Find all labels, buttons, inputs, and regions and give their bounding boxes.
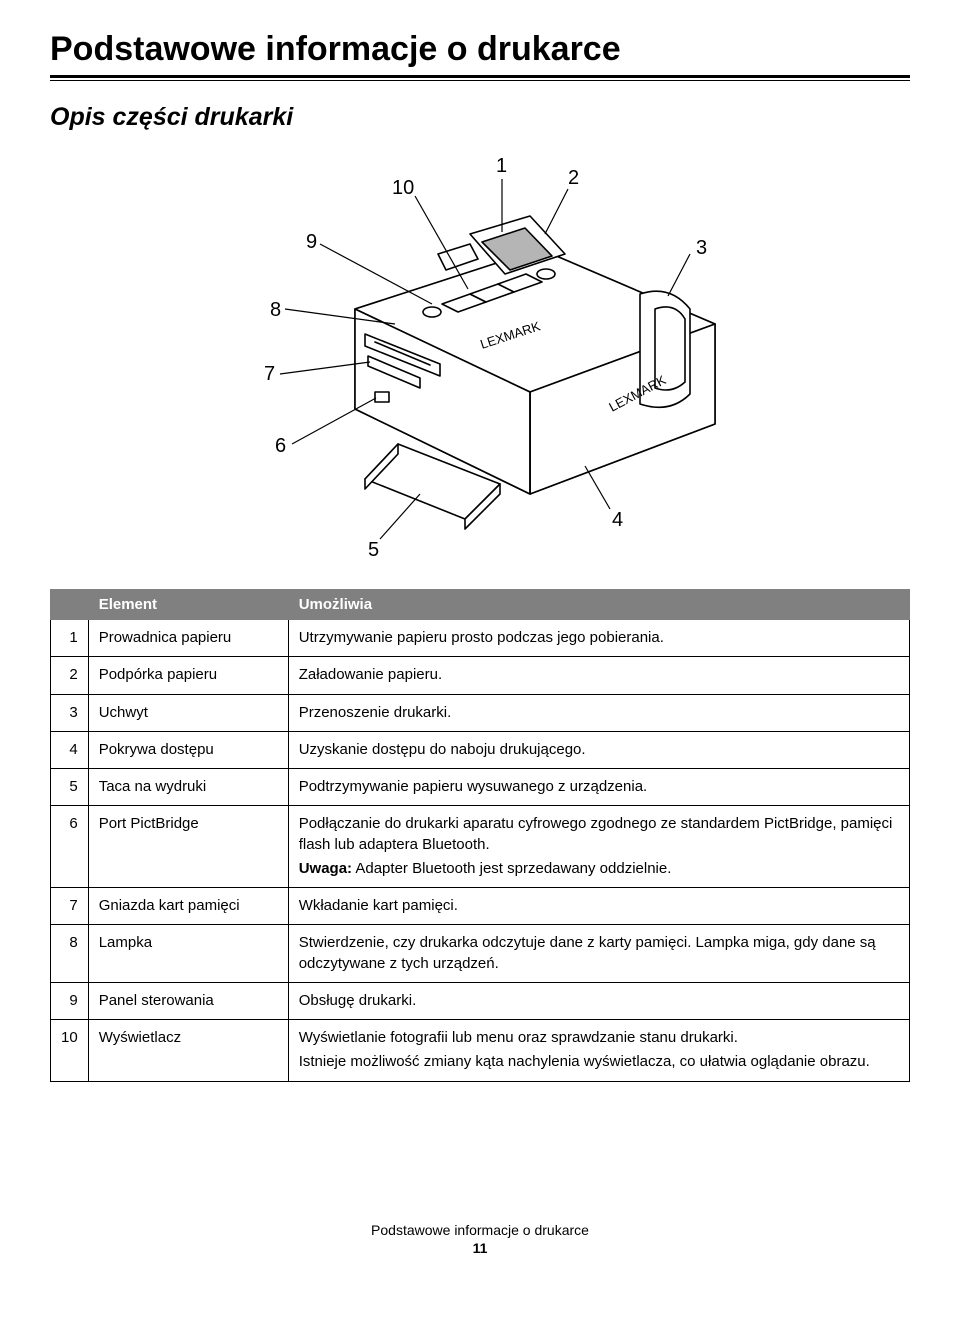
page-number: 11 [50, 1240, 910, 1256]
printer-diagram: LEXMARK LEXMARK [50, 144, 910, 569]
table-row: 4Pokrywa dostępuUzyskanie dostępu do nab… [51, 731, 910, 768]
row-description: Wkładanie kart pamięci. [288, 888, 909, 925]
callout-7: 7 [264, 363, 275, 385]
row-description: Obsługę drukarki. [288, 982, 909, 1019]
page-footer: Podstawowe informacje o drukarce 11 [50, 1222, 910, 1256]
table-row: 10WyświetlaczWyświetlanie fotografii lub… [51, 1020, 910, 1082]
table-row: 5Taca na wydrukiPodtrzymywanie papieru w… [51, 769, 910, 806]
title-underline [50, 75, 910, 81]
callout-6: 6 [275, 435, 286, 457]
callout-3: 3 [696, 237, 707, 259]
row-element: Lampka [88, 925, 288, 983]
row-number: 8 [51, 925, 89, 983]
row-description: Uzyskanie dostępu do naboju drukującego. [288, 731, 909, 768]
section-heading: Opis części drukarki [50, 103, 910, 132]
row-number: 10 [51, 1020, 89, 1082]
footer-text: Podstawowe informacje o drukarce [50, 1222, 910, 1238]
row-element: Podpórka papieru [88, 657, 288, 694]
row-element: Taca na wydruki [88, 769, 288, 806]
row-element: Pokrywa dostępu [88, 731, 288, 768]
row-element: Panel sterowania [88, 982, 288, 1019]
row-description: Załadowanie papieru. [288, 657, 909, 694]
callout-10: 10 [392, 177, 414, 199]
col-header-num [51, 590, 89, 620]
row-description: Podtrzymywanie papieru wysuwanego z urzą… [288, 769, 909, 806]
callout-4: 4 [612, 509, 623, 531]
callout-2: 2 [568, 167, 579, 189]
parts-table: Element Umożliwia 1Prowadnica papieruUtr… [50, 589, 910, 1082]
row-element: Gniazda kart pamięci [88, 888, 288, 925]
col-header-element: Element [88, 590, 288, 620]
callout-5: 5 [368, 539, 379, 561]
table-row: 3UchwytPrzenoszenie drukarki. [51, 694, 910, 731]
table-row: 9Panel sterowaniaObsługę drukarki. [51, 982, 910, 1019]
row-element: Uchwyt [88, 694, 288, 731]
row-element: Port PictBridge [88, 806, 288, 888]
callout-9: 9 [306, 231, 317, 253]
row-number: 2 [51, 657, 89, 694]
callout-8: 8 [270, 299, 281, 321]
col-header-desc: Umożliwia [288, 590, 909, 620]
row-description: Utrzymywanie papieru prosto podczas jego… [288, 620, 909, 657]
table-row: 8LampkaStwierdzenie, czy drukarka odczyt… [51, 925, 910, 983]
table-row: 1Prowadnica papieruUtrzymywanie papieru … [51, 620, 910, 657]
table-row: 2Podpórka papieruZaładowanie papieru. [51, 657, 910, 694]
row-element: Prowadnica papieru [88, 620, 288, 657]
row-description: Przenoszenie drukarki. [288, 694, 909, 731]
row-element: Wyświetlacz [88, 1020, 288, 1082]
row-number: 7 [51, 888, 89, 925]
row-number: 5 [51, 769, 89, 806]
printer-diagram-svg: LEXMARK LEXMARK [170, 144, 790, 564]
page-title: Podstawowe informacje o drukarce [50, 30, 910, 69]
row-number: 4 [51, 731, 89, 768]
row-description: Podłączanie do drukarki aparatu cyfroweg… [288, 806, 909, 888]
row-number: 6 [51, 806, 89, 888]
row-description: Wyświetlanie fotografii lub menu oraz sp… [288, 1020, 909, 1082]
table-row: 7Gniazda kart pamięciWkładanie kart pami… [51, 888, 910, 925]
row-number: 3 [51, 694, 89, 731]
row-description: Stwierdzenie, czy drukarka odczytuje dan… [288, 925, 909, 983]
table-row: 6Port PictBridgePodłączanie do drukarki … [51, 806, 910, 888]
row-number: 1 [51, 620, 89, 657]
row-number: 9 [51, 982, 89, 1019]
callout-1: 1 [496, 155, 507, 177]
